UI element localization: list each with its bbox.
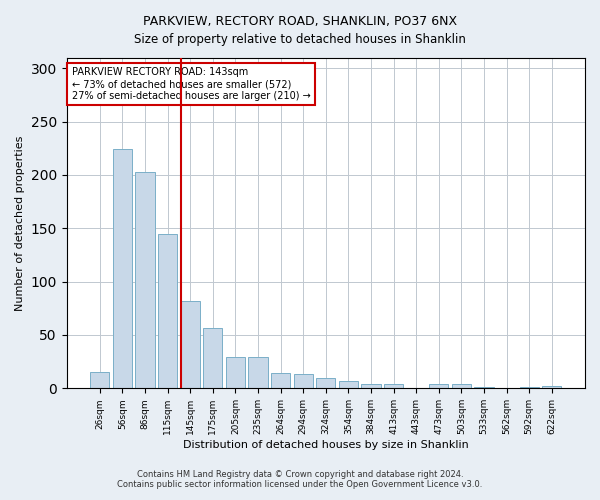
- Bar: [226, 358, 245, 388]
- Bar: [452, 384, 471, 388]
- Bar: [293, 374, 313, 388]
- Bar: [113, 150, 132, 388]
- Bar: [158, 234, 177, 388]
- Bar: [384, 384, 403, 388]
- Bar: [203, 328, 223, 388]
- Text: Contains HM Land Registry data © Crown copyright and database right 2024.
Contai: Contains HM Land Registry data © Crown c…: [118, 470, 482, 489]
- Bar: [181, 301, 200, 388]
- Bar: [429, 384, 448, 388]
- Bar: [316, 378, 335, 388]
- Bar: [339, 381, 358, 388]
- Bar: [271, 374, 290, 388]
- Bar: [542, 386, 562, 388]
- Bar: [248, 358, 268, 388]
- Text: Size of property relative to detached houses in Shanklin: Size of property relative to detached ho…: [134, 32, 466, 46]
- Bar: [361, 384, 380, 388]
- Text: PARKVIEW, RECTORY ROAD, SHANKLIN, PO37 6NX: PARKVIEW, RECTORY ROAD, SHANKLIN, PO37 6…: [143, 15, 457, 28]
- Text: PARKVIEW RECTORY ROAD: 143sqm
← 73% of detached houses are smaller (572)
27% of : PARKVIEW RECTORY ROAD: 143sqm ← 73% of d…: [72, 68, 311, 100]
- Bar: [136, 172, 155, 388]
- Y-axis label: Number of detached properties: Number of detached properties: [15, 135, 25, 310]
- Bar: [90, 372, 109, 388]
- X-axis label: Distribution of detached houses by size in Shanklin: Distribution of detached houses by size …: [183, 440, 469, 450]
